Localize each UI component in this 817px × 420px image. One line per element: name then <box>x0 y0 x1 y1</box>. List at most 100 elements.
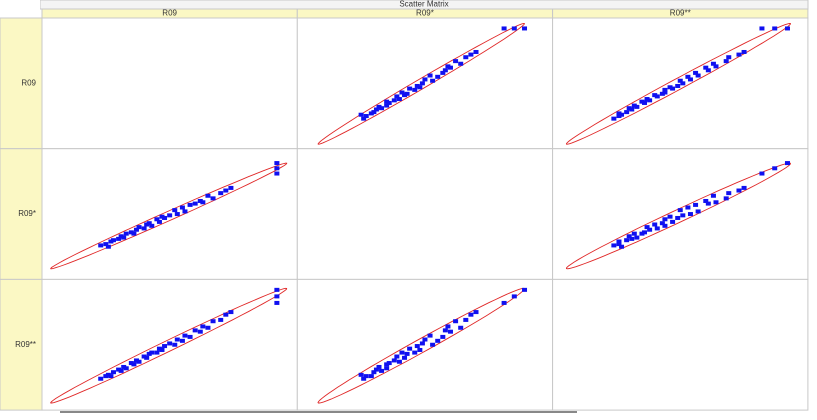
point <box>187 202 193 207</box>
point <box>442 328 448 333</box>
point <box>167 341 173 346</box>
point <box>784 26 790 31</box>
point <box>631 103 637 108</box>
point <box>642 100 648 105</box>
point <box>680 213 686 218</box>
point <box>162 344 168 349</box>
point <box>136 359 142 364</box>
point <box>144 222 150 227</box>
point <box>407 346 413 351</box>
point <box>741 49 747 54</box>
point <box>445 64 451 69</box>
point <box>430 78 436 83</box>
point <box>736 188 742 193</box>
point <box>141 354 147 359</box>
point <box>149 223 155 228</box>
point <box>174 212 180 217</box>
corner <box>0 0 40 18</box>
point <box>453 319 459 324</box>
point <box>522 287 528 292</box>
confidence-ellipse <box>317 22 525 145</box>
point <box>675 83 681 88</box>
point <box>103 374 109 379</box>
point <box>98 376 104 381</box>
point <box>396 359 402 364</box>
point <box>159 347 165 352</box>
panel <box>296 17 554 150</box>
point <box>384 366 390 371</box>
point <box>373 107 379 112</box>
point <box>453 59 459 64</box>
point <box>274 287 280 292</box>
point <box>427 73 433 78</box>
point <box>422 337 428 342</box>
point <box>121 235 127 240</box>
point <box>368 111 374 116</box>
point <box>501 300 507 305</box>
point <box>156 219 162 224</box>
point <box>440 70 446 75</box>
point <box>205 193 211 198</box>
point <box>440 334 446 339</box>
point <box>103 242 109 247</box>
point <box>228 185 234 190</box>
panel <box>552 278 809 411</box>
point <box>363 114 369 119</box>
point <box>435 338 441 343</box>
point <box>445 324 451 329</box>
point <box>376 104 382 109</box>
point <box>274 300 280 305</box>
point <box>772 26 778 31</box>
point <box>695 73 701 78</box>
point <box>118 368 124 373</box>
point <box>108 239 114 244</box>
point <box>223 312 229 317</box>
point <box>511 26 517 31</box>
column-header-label: R09 <box>162 9 177 18</box>
point <box>634 235 640 240</box>
point <box>703 198 709 203</box>
point <box>386 361 392 366</box>
point <box>131 231 137 236</box>
confidence-ellipse <box>50 287 288 404</box>
point <box>652 93 658 98</box>
point <box>723 196 729 201</box>
point <box>473 49 479 54</box>
point <box>210 319 216 324</box>
point <box>442 68 448 73</box>
point <box>128 230 134 235</box>
point <box>670 219 676 224</box>
point <box>713 200 719 205</box>
point <box>192 201 198 206</box>
point <box>427 333 433 338</box>
point <box>128 361 134 366</box>
point <box>136 225 142 230</box>
point <box>116 236 122 241</box>
column-header-label: R09** <box>670 9 691 18</box>
point <box>693 70 699 75</box>
point <box>639 99 645 104</box>
point <box>156 346 162 351</box>
point <box>384 99 390 104</box>
point <box>639 231 645 236</box>
point <box>447 329 453 334</box>
point <box>695 209 701 214</box>
point <box>274 294 280 299</box>
point <box>759 26 765 31</box>
point <box>624 110 630 115</box>
point <box>182 333 188 338</box>
point <box>644 225 650 230</box>
point <box>192 328 198 333</box>
row-header-label: R09* <box>18 209 36 218</box>
point <box>435 74 441 79</box>
point <box>123 366 129 371</box>
point <box>414 83 420 88</box>
point <box>652 222 658 227</box>
point <box>670 86 676 91</box>
point <box>121 364 127 369</box>
point <box>146 221 152 226</box>
point <box>123 231 129 236</box>
point <box>741 185 747 190</box>
point <box>371 110 377 115</box>
